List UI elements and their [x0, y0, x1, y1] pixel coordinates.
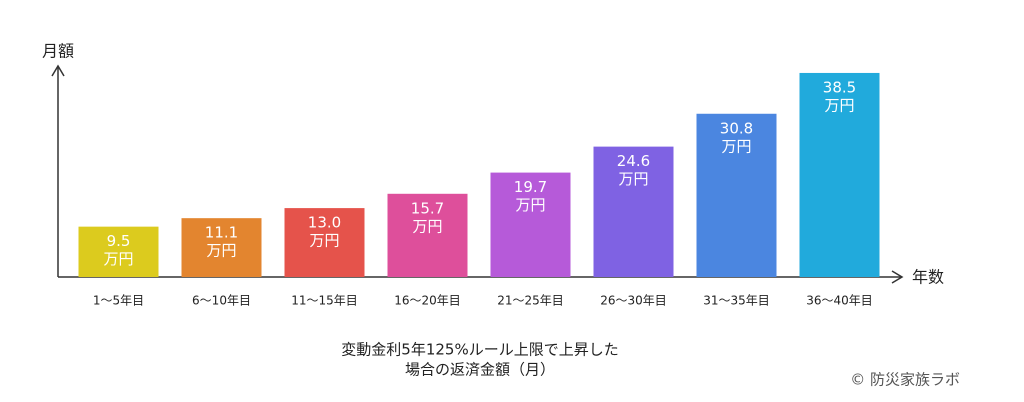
unit-label: 万円 [824, 96, 854, 114]
value-label: 11.1 [205, 224, 238, 242]
x-tick-label: 11～15年目 [291, 294, 358, 308]
x-tick-label: 16～20年目 [394, 294, 461, 308]
x-tick-label: 36～40年目 [806, 294, 873, 308]
unit-label: 万円 [103, 250, 133, 268]
x-tick-label: 6～10年目 [192, 294, 251, 308]
bar [284, 208, 365, 277]
y-axis-label: 月額 [42, 42, 74, 61]
unit-label: 万円 [309, 232, 339, 250]
chart-title: 変動金利5年125%ルール上限で上昇した [341, 341, 618, 359]
bar [490, 172, 571, 277]
bar [593, 146, 674, 277]
bar [799, 72, 880, 277]
bar [696, 113, 777, 277]
x-axis-arrow [891, 270, 904, 284]
bar [387, 193, 468, 277]
unit-label: 万円 [618, 170, 648, 188]
value-label: 38.5 [823, 78, 856, 96]
x-tick-label: 1～5年目 [93, 294, 144, 308]
x-tick-label: 31～35年目 [703, 294, 770, 308]
value-label: 19.7 [514, 178, 547, 196]
value-label: 24.6 [617, 152, 650, 170]
chart-title: 場合の返済金額（月） [405, 361, 555, 379]
value-label: 9.5 [107, 232, 131, 250]
bar [181, 218, 262, 277]
unit-label: 万円 [412, 217, 442, 235]
unit-label: 万円 [721, 137, 751, 155]
y-axis-arrow [51, 64, 65, 77]
bar [78, 226, 159, 277]
value-label: 30.8 [720, 119, 753, 137]
value-label: 15.7 [411, 199, 444, 217]
x-tick-label: 26～30年目 [600, 294, 667, 308]
credit: © 防災家族ラボ [850, 371, 960, 389]
value-label: 13.0 [308, 214, 341, 232]
x-axis-label: 年数 [912, 268, 944, 287]
x-tick-label: 21～25年目 [497, 294, 564, 308]
unit-label: 万円 [206, 242, 236, 260]
unit-label: 万円 [515, 196, 545, 214]
